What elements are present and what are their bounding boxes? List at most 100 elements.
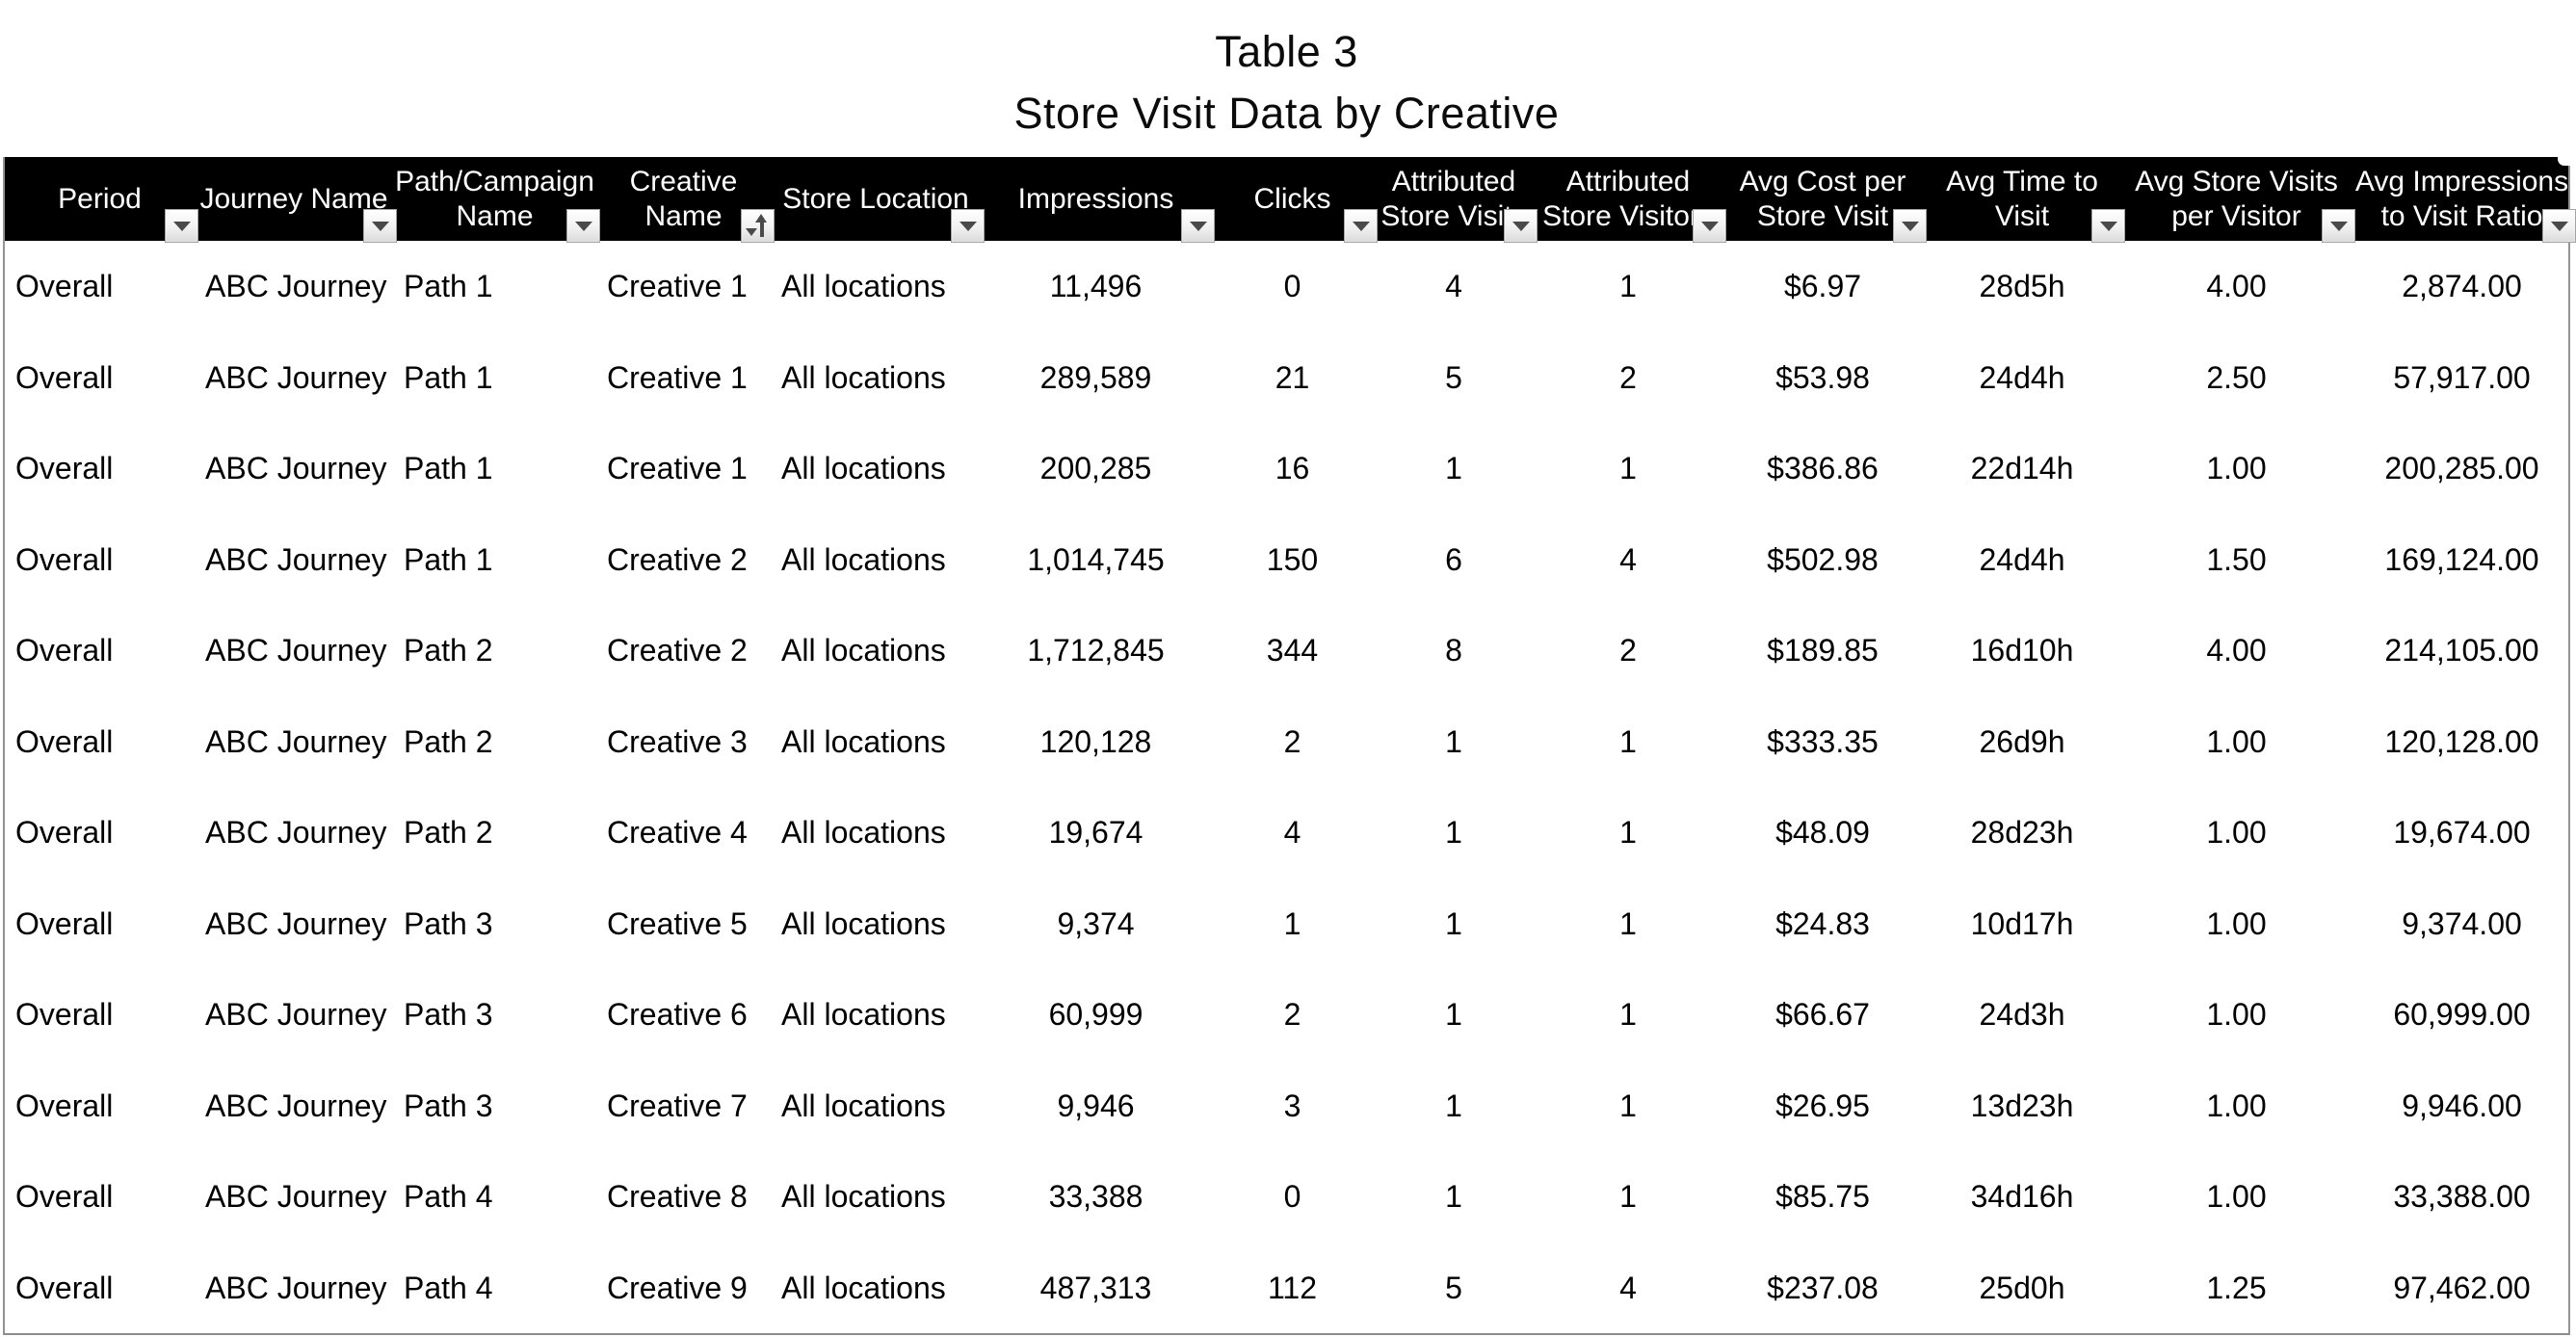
table-subtitle: Store Visit Data by Creative xyxy=(1013,89,1560,138)
filter-dropdown-icon xyxy=(746,228,757,236)
cell-attributed-store-visits: 5 xyxy=(1445,1270,1462,1305)
cell-creative-name: Creative 9 xyxy=(607,1270,748,1305)
journey-name-filter-button[interactable] xyxy=(363,209,397,243)
period-filter-button[interactable] xyxy=(165,209,198,243)
cell-journey-name: ABC Journey xyxy=(205,815,387,850)
cell-creative-name: Creative 1 xyxy=(607,269,748,303)
cell-creative-name: Creative 1 xyxy=(607,359,748,395)
column-header-label: Attributed xyxy=(1391,165,1516,197)
attributed-store-visits-filter-button[interactable] xyxy=(1504,209,1538,243)
filter-dropdown-icon xyxy=(1189,221,1207,231)
cell-avg-impressions-to-visit-ratio: 214,105.00 xyxy=(2384,633,2539,668)
header-row: Period Journey Name Path/Campaign Name Creat… xyxy=(5,156,2576,243)
cell-path-campaign-name: Path 3 xyxy=(404,997,493,1032)
cell-avg-cost-per-store-visit: $24.83 xyxy=(1775,905,1870,941)
cell-attributed-store-visitors: 1 xyxy=(1619,723,1637,759)
table-row: Overall ABC Journey Path 1 Creative 2 All lo… xyxy=(5,513,2568,605)
cell-avg-impressions-to-visit-ratio: 97,462.00 xyxy=(2393,1270,2531,1305)
cell-attributed-store-visitors: 2 xyxy=(1619,359,1637,395)
cell-avg-cost-per-store-visit: $48.09 xyxy=(1775,815,1870,850)
filter-dropdown-icon xyxy=(172,221,191,231)
cell-avg-store-visits-per-visitor: 1.00 xyxy=(2206,723,2267,759)
cell-attributed-store-visits: 1 xyxy=(1445,997,1462,1032)
column-header-avg-time-to-visit: Avg Time to Visit xyxy=(1923,157,2125,243)
column-header-attributed-store-visitors: Attributed Store Visitors xyxy=(1534,157,1726,243)
cell-attributed-store-visits: 4 xyxy=(1445,269,1462,303)
cell-clicks: 112 xyxy=(1267,1270,1317,1305)
store-location-filter-button[interactable] xyxy=(951,209,985,243)
column-header-label: Clicks xyxy=(1253,182,1331,215)
cell-attributed-store-visits: 5 xyxy=(1445,359,1462,395)
cell-journey-name: ABC Journey xyxy=(205,451,387,485)
cell-creative-name: Creative 3 xyxy=(607,723,748,759)
cell-avg-time-to-visit: 26d9h xyxy=(1979,723,2065,759)
column-header-label: Visit xyxy=(1994,199,2050,232)
cell-avg-cost-per-store-visit: $26.95 xyxy=(1775,1088,1870,1123)
table-row: Overall ABC Journey Path 3 Creative 7 All lo… xyxy=(5,1060,2568,1151)
creative-name-filter-button[interactable] xyxy=(741,209,775,243)
path-campaign-name-filter-button[interactable] xyxy=(566,209,600,243)
filter-dropdown-icon xyxy=(2550,221,2568,231)
cell-attributed-store-visits: 1 xyxy=(1445,1088,1462,1123)
cell-attributed-store-visits: 6 xyxy=(1445,541,1462,577)
header-corner-notch xyxy=(2558,156,2570,166)
cell-attributed-store-visitors: 1 xyxy=(1619,269,1637,303)
store-visit-data-table: Period Journey Name Path/Campaign Name Creat… xyxy=(3,156,2576,1335)
cell-creative-name: Creative 4 xyxy=(607,815,748,850)
cell-path-campaign-name: Path 1 xyxy=(404,541,493,577)
cell-avg-time-to-visit: 28d23h xyxy=(1970,815,2074,850)
column-header-clicks: Clicks xyxy=(1211,157,1378,243)
avg-impressions-to-visit-ratio-filter-button[interactable] xyxy=(2542,209,2576,243)
cell-journey-name: ABC Journey xyxy=(205,905,387,941)
cell-impressions: 289,589 xyxy=(1039,359,1152,395)
table-row: Overall ABC Journey Path 2 Creative 4 All lo… xyxy=(5,787,2568,878)
cell-store-location: All locations xyxy=(781,815,946,850)
column-header-impressions: Impressions xyxy=(981,157,1215,243)
cell-impressions: 1,712,845 xyxy=(1027,633,1165,668)
column-header-avg-store-visits-per-visitor: Avg Store Visits per Visitor xyxy=(2121,157,2355,243)
sort-ascending-icon xyxy=(755,214,768,237)
column-header-label: Attributed xyxy=(1565,165,1691,197)
cell-path-campaign-name: Path 2 xyxy=(404,633,493,668)
cell-journey-name: ABC Journey xyxy=(205,1088,387,1123)
cell-store-location: All locations xyxy=(781,1088,946,1123)
cell-avg-impressions-to-visit-ratio: 2,874.00 xyxy=(2402,269,2522,303)
cell-attributed-store-visits: 1 xyxy=(1445,723,1462,759)
cell-period: Overall xyxy=(15,905,114,941)
cell-clicks: 3 xyxy=(1283,1088,1301,1123)
table-row: Overall ABC Journey Path 4 Creative 8 All lo… xyxy=(5,1151,2568,1243)
filter-dropdown-icon xyxy=(1511,221,1530,231)
cell-avg-cost-per-store-visit: $66.67 xyxy=(1775,997,1870,1032)
impressions-filter-button[interactable] xyxy=(1181,209,1215,243)
cell-journey-name: ABC Journey xyxy=(205,1270,387,1305)
cell-impressions: 11,496 xyxy=(1049,269,1143,303)
cell-journey-name: ABC Journey xyxy=(205,997,387,1032)
cell-attributed-store-visitors: 1 xyxy=(1619,905,1637,941)
avg-cost-per-store-visit-filter-button[interactable] xyxy=(1893,209,1927,243)
cell-avg-cost-per-store-visit: $502.98 xyxy=(1767,541,1879,577)
cell-avg-time-to-visit: 24d4h xyxy=(1979,359,2065,395)
cell-path-campaign-name: Path 2 xyxy=(404,723,493,759)
table-row: Overall ABC Journey Path 2 Creative 3 All lo… xyxy=(5,695,2568,787)
column-header-journey-name: Journey Name xyxy=(195,157,397,243)
cell-attributed-store-visitors: 4 xyxy=(1619,541,1637,577)
column-header-label: Store Location xyxy=(782,182,969,215)
cell-avg-impressions-to-visit-ratio: 60,999.00 xyxy=(2393,997,2531,1032)
clicks-filter-button[interactable] xyxy=(1344,209,1378,243)
cell-avg-store-visits-per-visitor: 1.00 xyxy=(2206,451,2267,485)
cell-clicks: 344 xyxy=(1266,633,1319,668)
table-row: Overall ABC Journey Path 1 Creative 1 All lo… xyxy=(5,331,2568,423)
cell-impressions: 60,999 xyxy=(1048,997,1143,1032)
table-row: Overall ABC Journey Path 2 Creative 2 All lo… xyxy=(5,605,2568,696)
column-header-avg-impressions-to-visit-ratio: Avg Impressions to Visit Ratio xyxy=(2352,157,2576,243)
cell-period: Overall xyxy=(15,1270,114,1305)
avg-time-to-visit-filter-button[interactable] xyxy=(2091,209,2125,243)
cell-period: Overall xyxy=(15,541,114,577)
attributed-store-visitors-filter-button[interactable] xyxy=(1693,209,1726,243)
cell-avg-time-to-visit: 24d4h xyxy=(1979,541,2065,577)
cell-avg-store-visits-per-visitor: 1.00 xyxy=(2206,1088,2267,1123)
filter-dropdown-icon xyxy=(2329,221,2348,231)
cell-journey-name: ABC Journey xyxy=(205,359,387,395)
cell-avg-cost-per-store-visit: $53.98 xyxy=(1775,359,1870,395)
avg-store-visits-per-visitor-filter-button[interactable] xyxy=(2322,209,2355,243)
